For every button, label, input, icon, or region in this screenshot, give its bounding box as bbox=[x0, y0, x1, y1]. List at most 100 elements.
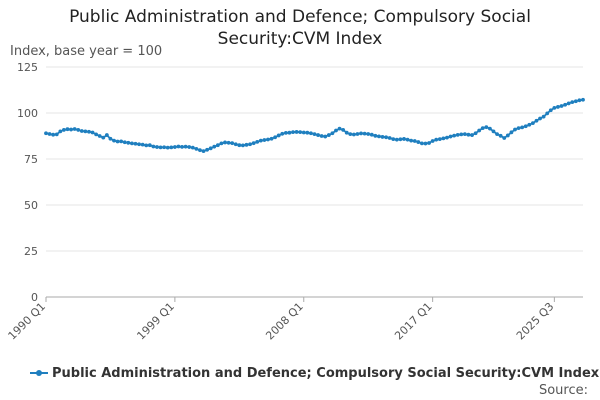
data-point bbox=[520, 125, 525, 130]
data-point bbox=[566, 101, 571, 106]
data-point bbox=[44, 131, 48, 136]
data-point bbox=[380, 135, 385, 139]
data-point bbox=[115, 139, 120, 144]
data-point bbox=[280, 131, 285, 136]
data-point bbox=[51, 132, 56, 137]
data-point bbox=[527, 122, 532, 127]
data-point bbox=[570, 100, 575, 105]
data-point bbox=[205, 147, 210, 152]
data-point bbox=[215, 143, 220, 148]
data-point bbox=[502, 136, 507, 140]
data-point bbox=[137, 142, 141, 147]
data-point bbox=[513, 127, 517, 132]
data-point bbox=[65, 127, 70, 132]
data-point bbox=[326, 133, 331, 137]
data-point bbox=[563, 102, 567, 107]
data-point bbox=[344, 130, 349, 135]
source-label: Source: bbox=[538, 383, 588, 398]
data-point bbox=[126, 140, 131, 145]
data-point bbox=[219, 141, 224, 146]
data-point bbox=[298, 130, 303, 135]
data-point bbox=[362, 131, 367, 136]
data-point bbox=[301, 130, 306, 135]
data-point bbox=[505, 133, 510, 138]
data-point bbox=[87, 129, 91, 134]
data-point bbox=[452, 133, 457, 138]
data-point bbox=[369, 132, 374, 137]
y-tick-label: 100 bbox=[17, 107, 38, 120]
y-tick-label: 125 bbox=[17, 61, 38, 74]
data-point bbox=[477, 128, 482, 133]
data-point bbox=[448, 134, 453, 139]
data-point bbox=[255, 139, 260, 144]
data-point bbox=[248, 142, 252, 147]
data-point bbox=[398, 137, 403, 142]
data-point bbox=[509, 130, 514, 135]
data-point bbox=[430, 139, 435, 143]
data-point bbox=[47, 132, 52, 136]
data-point bbox=[79, 129, 84, 133]
data-point bbox=[212, 144, 217, 149]
data-point bbox=[104, 133, 109, 137]
data-point bbox=[94, 132, 99, 137]
data-point bbox=[97, 134, 102, 138]
data-point bbox=[437, 137, 442, 142]
data-point bbox=[409, 138, 414, 143]
data-point bbox=[269, 136, 274, 141]
data-point bbox=[420, 141, 424, 146]
data-point bbox=[405, 137, 410, 142]
data-point bbox=[459, 132, 464, 137]
data-point bbox=[416, 140, 421, 144]
data-point bbox=[545, 111, 550, 116]
chart-title: Public Administration and Defence; Compu… bbox=[0, 6, 600, 50]
x-tick-label: 2025 Q3 bbox=[514, 300, 557, 343]
data-point bbox=[251, 141, 256, 146]
data-point bbox=[83, 129, 88, 134]
y-tick-label: 75 bbox=[24, 153, 38, 166]
data-point bbox=[323, 134, 328, 139]
data-point bbox=[538, 116, 542, 121]
data-point bbox=[394, 137, 399, 142]
data-point bbox=[190, 145, 195, 150]
data-point bbox=[294, 130, 299, 134]
data-point bbox=[348, 132, 353, 137]
data-point bbox=[208, 146, 213, 151]
data-point bbox=[266, 137, 270, 142]
data-point bbox=[119, 139, 124, 144]
data-point bbox=[258, 138, 263, 143]
y-axis-label: Index, base year = 100 bbox=[10, 44, 163, 59]
data-point bbox=[287, 130, 292, 135]
data-point bbox=[151, 144, 156, 149]
x-tick-label: 1990 Q1 bbox=[6, 300, 49, 343]
data-point bbox=[573, 99, 578, 104]
chart-legend[interactable]: Public Administration and Defence; Compu… bbox=[30, 364, 599, 382]
data-point bbox=[262, 138, 267, 142]
data-point bbox=[455, 133, 460, 137]
data-point bbox=[359, 131, 363, 136]
data-point bbox=[140, 142, 145, 147]
data-point bbox=[244, 142, 249, 147]
data-point bbox=[412, 139, 417, 143]
data-point bbox=[466, 132, 471, 137]
data-point bbox=[162, 145, 167, 150]
chart-title-line-1: Public Administration and Defence; Compu… bbox=[69, 7, 531, 27]
data-point bbox=[276, 133, 281, 138]
data-point bbox=[305, 130, 310, 135]
data-point bbox=[54, 132, 59, 137]
data-point bbox=[319, 134, 324, 138]
data-point bbox=[441, 136, 446, 141]
data-point bbox=[291, 130, 295, 135]
data-point bbox=[158, 145, 163, 150]
data-point bbox=[194, 146, 199, 151]
data-point bbox=[122, 140, 127, 145]
data-point bbox=[341, 128, 346, 132]
data-point bbox=[351, 132, 356, 137]
data-point bbox=[577, 98, 582, 103]
data-point bbox=[169, 145, 174, 150]
data-point bbox=[72, 127, 77, 131]
data-point bbox=[58, 129, 63, 134]
y-tick-label: 0 bbox=[31, 291, 38, 304]
data-point bbox=[552, 105, 557, 110]
data-point bbox=[241, 143, 245, 148]
data-point bbox=[445, 135, 449, 140]
